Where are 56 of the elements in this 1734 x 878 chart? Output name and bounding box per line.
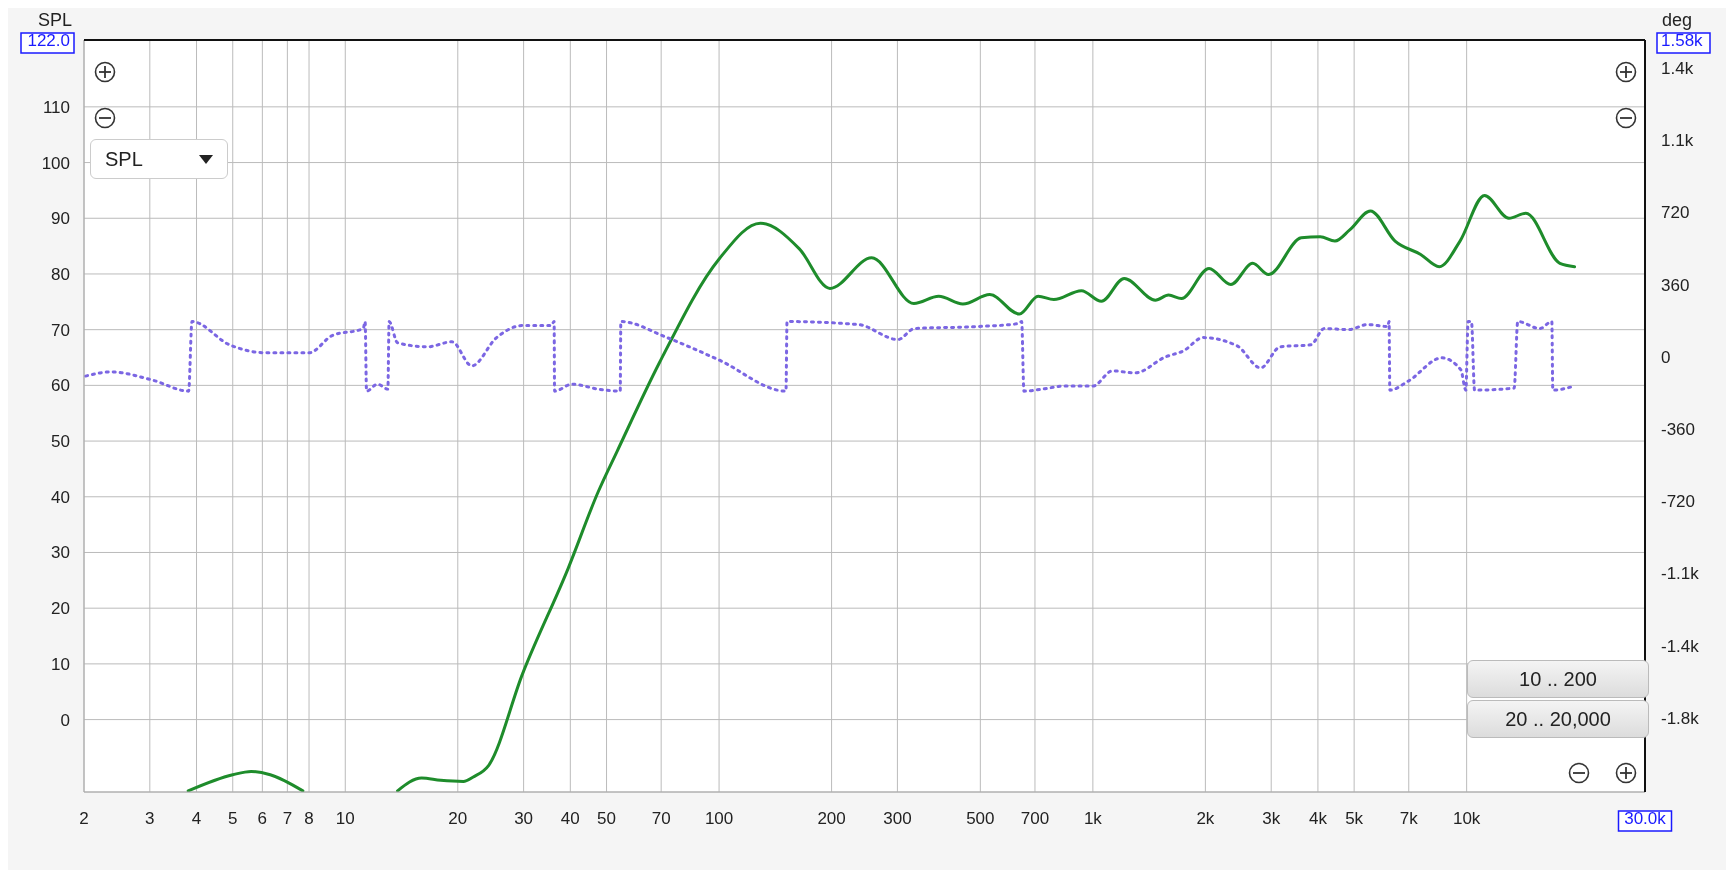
y-tick-label: 122.0 [27, 31, 70, 50]
y2-tick-label: -1.1k [1661, 564, 1700, 584]
y-tick-label: 60 [51, 376, 70, 396]
y2-axis-title: deg [1662, 10, 1693, 31]
y2-tick-label: -1.8k [1661, 708, 1700, 728]
dropdown-field: SPL [90, 139, 228, 179]
range-button: 10 .. 200 [1467, 660, 1649, 698]
y2-tick-label: -720 [1661, 492, 1696, 512]
y-tick-label: 40 [51, 487, 70, 507]
y2-tick-label: 1.4k [1661, 59, 1694, 79]
x-tick-label: 10 [335, 809, 355, 828]
x-tick-label: 30.0k [1624, 809, 1667, 828]
y-axis-title: SPL [38, 10, 73, 31]
x-tick-label: 50 [597, 809, 616, 828]
x-tick-label: 8 [304, 809, 314, 828]
x-tick-label: 500 [966, 809, 995, 828]
y-tick-label: 90 [51, 209, 70, 229]
x-tick-label: 5 [228, 809, 238, 828]
x-tick-label: 4k [1308, 809, 1328, 828]
x-tick-label: 5k [1345, 809, 1364, 828]
y-tick-label: 50 [51, 432, 70, 452]
x-tick-label: 2 [79, 809, 89, 828]
x-tick-label: 7k [1399, 809, 1419, 828]
y-tick-label: 70 [51, 320, 70, 340]
range-button: 20 .. 20,000 [1467, 700, 1649, 738]
x-tick-label: 1k [1083, 809, 1103, 828]
y-tick-label: 0 [60, 710, 70, 730]
x-tick-label: 100 [704, 809, 734, 828]
x-tick-label: 4 [191, 809, 202, 828]
x-tick-label: 30 [514, 809, 534, 828]
y-tick-label: 10 [51, 654, 70, 674]
x-tick-label: 70 [651, 809, 671, 828]
y-tick-label: 20 [51, 599, 70, 619]
y2-tick-label: -360 [1661, 420, 1696, 440]
y2-tick-label: 720 [1661, 203, 1690, 223]
x-tick-label: 3k [1262, 809, 1281, 828]
y2-tick-label: 1.58k [1661, 31, 1704, 50]
y2-tick-label: 0 [1661, 347, 1671, 367]
x-tick-label: 6 [257, 809, 268, 828]
x-tick-label: 3 [145, 809, 155, 828]
y2-tick-label: -1.4k [1661, 636, 1700, 656]
y2-tick-label: 360 [1661, 275, 1690, 295]
y2-tick-label: 1.1k [1661, 131, 1694, 151]
y-tick-label: 100 [41, 153, 70, 173]
x-tick-label: 300 [883, 809, 912, 828]
x-tick-label: 200 [817, 809, 846, 828]
x-tick-label: 700 [1020, 809, 1050, 828]
y-tick-label: 30 [51, 543, 70, 563]
x-tick-label: 20 [448, 809, 468, 828]
x-tick-label: 10k [1452, 809, 1481, 828]
y-tick-label: 110 [42, 97, 70, 117]
x-tick-label: 7 [282, 809, 293, 828]
x-tick-label: 2k [1196, 809, 1215, 828]
y-tick-label: 80 [51, 264, 70, 284]
annotation: SPL [105, 147, 143, 171]
x-tick-label: 40 [560, 809, 580, 828]
